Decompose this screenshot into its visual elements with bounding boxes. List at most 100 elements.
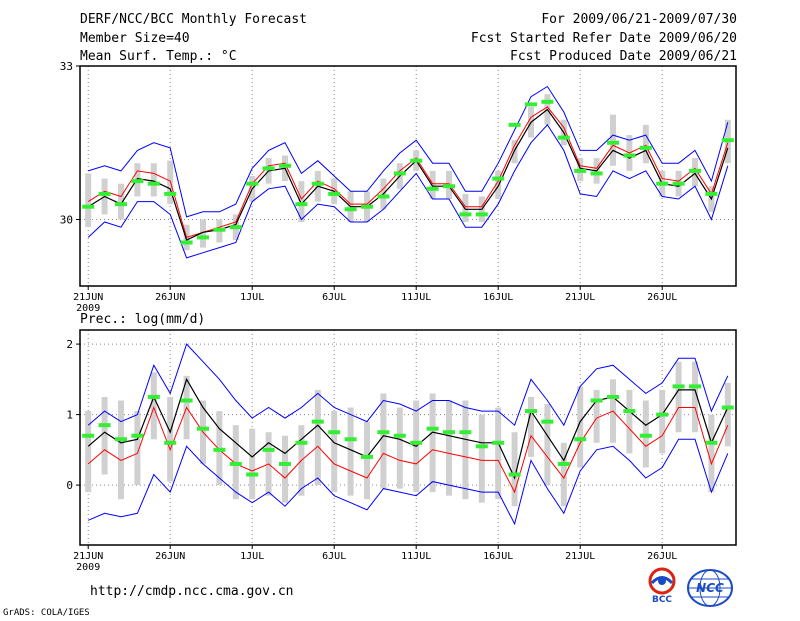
chart-title: DERF/NCC/BCC Monthly Forecast [80,12,307,27]
spread-box [167,396,174,482]
observed-marker [574,437,587,442]
observed-marker [131,433,144,438]
observed-marker [607,140,619,145]
spread-box [593,389,600,443]
upper-envelope-line [87,343,729,427]
observed-marker [541,99,554,104]
fcst-produced-date: Fcst Produced Date 2009/06/21 [510,49,737,64]
spread-box [331,411,338,493]
spread-box [396,407,403,489]
spread-box [610,114,616,166]
panel-2: 21JUN 26JUN 1JUL 6JUL 11JUL 16JUL 21JUL 26JUL20… [66,312,737,573]
observed-marker [426,186,439,191]
spread-box [446,400,452,496]
plot-frame [79,329,737,546]
observed-marker [607,394,619,399]
observed-marker [229,461,242,466]
panel1-variable: Mean Surf. Temp.: °C [80,49,237,64]
spread-box [495,407,502,500]
spread-box [659,389,666,454]
x-tick-label: 26JUL [647,551,677,562]
spread-box [724,382,731,447]
spread-box [462,400,469,500]
bcc-logo-text: BCC [651,595,673,605]
observed-marker [328,191,341,196]
observed-marker [525,409,537,414]
observed-marker [180,398,193,403]
observed-marker [197,426,209,431]
observed-marker [590,398,603,403]
x-tick-label: 1JUL [240,551,264,562]
ensemble-mean-line [87,108,729,241]
spread-box [85,411,92,493]
spread-box [544,404,551,486]
spread-box [118,183,124,220]
observed-marker [656,181,669,186]
lower-envelope-line [87,123,729,259]
x-tick-label: 21JUN [73,292,103,303]
observed-marker [410,158,423,163]
observed-marker [98,191,111,196]
observed-marker [197,235,209,240]
observed-marker [311,181,324,186]
x-tick-label: 21JUN [73,551,103,562]
spread-box [134,411,141,486]
observed-marker [623,409,636,414]
observed-marker [279,163,291,168]
observed-marker [672,384,685,389]
spread-box [282,435,288,503]
x-tick-label: 6JUL [322,292,346,303]
median-line [87,106,729,239]
observed-marker [262,447,275,452]
observed-marker [262,166,275,171]
spread-box [314,389,321,486]
observed-marker [246,181,259,186]
x-tick-label: 11JUL [401,292,431,303]
x-tick-label: 26JUL [647,292,677,303]
observed-marker [344,207,357,212]
spread-box [380,393,387,489]
source-url: http://cmdp.ncc.cma.gov.cn [90,584,294,599]
y-tick-label: 2 [66,338,73,351]
spread-box [200,219,206,248]
observed-marker [164,191,177,196]
observed-marker [311,419,324,424]
ensemble-mean-line [87,377,729,480]
observed-marker [131,179,144,184]
spread-box [101,396,108,475]
observed-marker [426,426,439,431]
spread-box [150,163,157,197]
observed-marker [623,153,636,158]
forecast-range: For 2009/06/21-2009/07/30 [541,12,737,27]
observed-marker [705,191,718,196]
spread-box [577,386,584,468]
x-tick-label: 26JUN [155,551,185,562]
observed-marker [361,204,373,209]
median-line [87,406,729,494]
spread-box [511,432,518,507]
x-tick-label: 21JUL [565,551,595,562]
plot-frame [79,65,737,287]
spread-box [150,372,157,440]
x-tick-label: 21JUL [565,292,595,303]
bcc-logo: BCC [640,566,684,606]
observed-marker [361,454,373,459]
lower-envelope-line [88,438,729,526]
observed-marker [689,168,701,173]
x-year-label: 2009 [76,562,100,573]
observed-marker [721,405,734,410]
observed-marker [475,212,488,217]
observed-marker [377,430,390,435]
observed-marker [443,430,455,435]
member-size: Member Size=40 [80,31,190,46]
observed-marker [213,227,226,232]
observed-marker [393,171,406,176]
fcst-started-date: Fcst Started Refer Date 2009/06/20 [470,31,737,46]
observed-marker [328,430,341,435]
observed-marker [393,433,406,438]
ncc-logo: NCC [686,568,734,608]
x-tick-label: 1JUL [240,292,264,303]
observed-marker [213,447,226,452]
observed-marker [475,444,488,449]
